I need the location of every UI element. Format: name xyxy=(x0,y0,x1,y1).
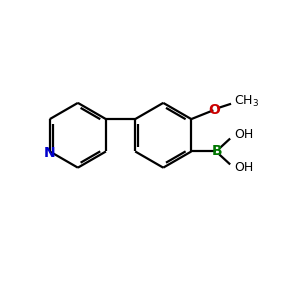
Text: OH: OH xyxy=(234,161,254,175)
Text: B: B xyxy=(212,144,222,158)
Text: N: N xyxy=(44,146,55,160)
Text: CH$_3$: CH$_3$ xyxy=(234,94,259,109)
Text: OH: OH xyxy=(234,128,254,142)
Text: O: O xyxy=(208,103,220,117)
